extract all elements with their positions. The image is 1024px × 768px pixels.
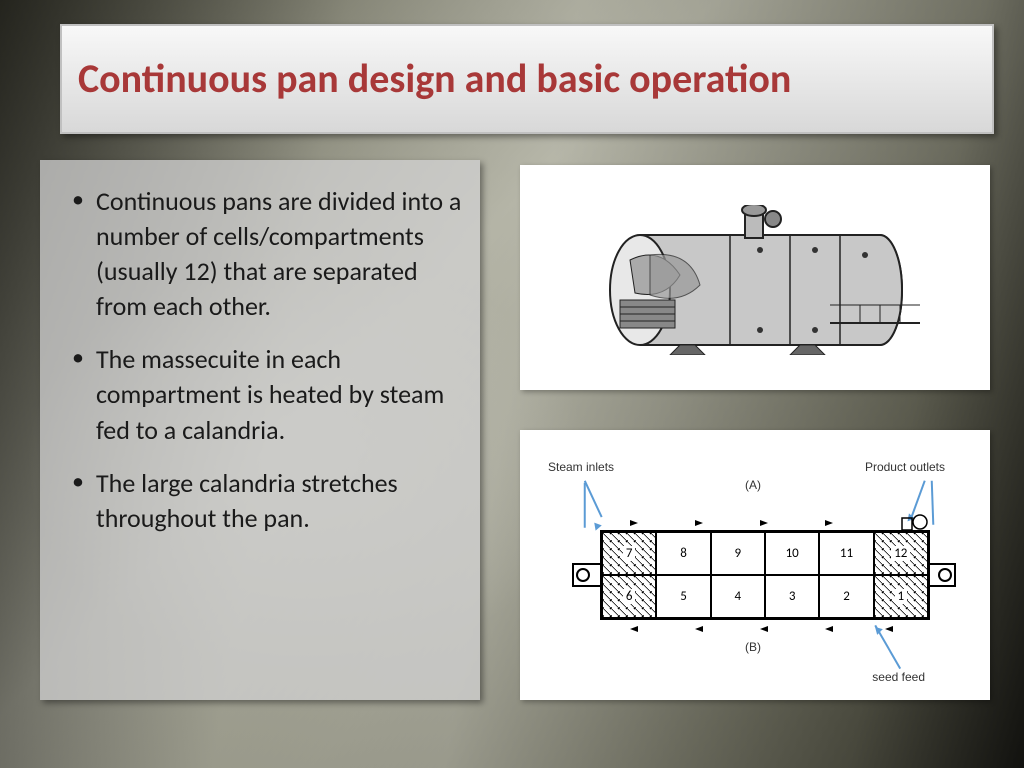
bullet-panel: Continuous pans are divided into a numbe…: [40, 160, 480, 700]
cell: 12: [874, 532, 928, 575]
arrow-steam2: [584, 483, 586, 528]
label-product-outlets: Product outlets: [865, 460, 945, 474]
top-outlet-icon: [898, 510, 932, 532]
label-steam-inlets: Steam inlets: [548, 460, 614, 474]
cell: 4: [711, 575, 765, 618]
slide-title: Continuous pan design and basic operatio…: [78, 56, 791, 102]
cell: 5: [656, 575, 710, 618]
port-right-circle: [938, 568, 952, 582]
cell-grid: 7 8 9 10 11 12 6 5 4 3 2 1: [600, 530, 930, 620]
cell: 10: [765, 532, 819, 575]
bullet-item: Continuous pans are divided into a numbe…: [68, 184, 462, 324]
vessel-illustration: [580, 205, 930, 355]
bullet-list: Continuous pans are divided into a numbe…: [68, 184, 462, 536]
label-section-b: (B): [745, 640, 761, 654]
cell: 2: [819, 575, 873, 618]
flow-arrow: [760, 626, 768, 632]
bullet-item: The large calandria stretches throughout…: [68, 466, 462, 536]
cell: 1: [874, 575, 928, 618]
cell: 9: [711, 532, 765, 575]
flow-arrow: [695, 626, 703, 632]
cell: 8: [656, 532, 710, 575]
flow-arrow: [885, 626, 893, 632]
flow-arrow: [760, 520, 768, 526]
port-left-circle: [576, 568, 590, 582]
cell: 3: [765, 575, 819, 618]
title-bar: Continuous pan design and basic operatio…: [60, 24, 994, 134]
cell: 11: [819, 532, 873, 575]
bullet-item: The massecuite in each compartment is he…: [68, 342, 462, 447]
cell: 7: [602, 532, 656, 575]
flow-arrow: [630, 520, 638, 526]
port-left: [572, 563, 600, 587]
label-section-a: (A): [745, 478, 761, 492]
flow-arrow: [695, 520, 703, 526]
label-seed-feed: seed feed: [872, 670, 925, 684]
flow-arrow: [825, 626, 833, 632]
figure-cell-schematic: Steam inlets Product outlets (A) (B) see…: [520, 430, 990, 700]
cell: 6: [602, 575, 656, 618]
port-right: [928, 563, 956, 587]
figure-vessel-cutaway: [520, 165, 990, 390]
flow-arrow: [630, 626, 638, 632]
flow-arrow: [825, 520, 833, 526]
arrow-steam: [584, 480, 602, 517]
